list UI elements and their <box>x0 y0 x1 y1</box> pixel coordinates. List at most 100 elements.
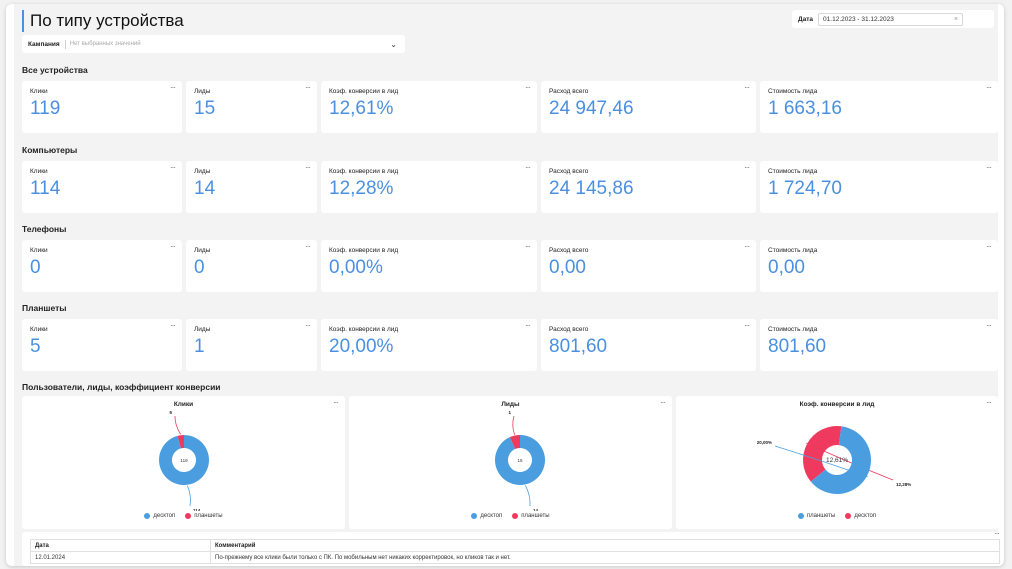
conversion-pie-card: Коэф. конверсии в лид ··· 12,28% 20,00% 12,6… <box>676 396 998 529</box>
pie-slice-планшеты[interactable] <box>509 435 520 450</box>
column-header-comment: Комментарий <box>210 539 1000 552</box>
clear-icon[interactable]: × <box>953 15 959 23</box>
kpi-label: Лиды <box>194 88 211 95</box>
kpi-card: Клики 0 ··· <box>22 240 182 292</box>
date-range-input[interactable]: 01.12.2023 - 31.12.2023 × <box>818 12 964 26</box>
legend-item[interactable]: планшеты <box>185 513 223 519</box>
legend-item[interactable]: десктоп <box>471 513 502 519</box>
kpi-value: 801,60 <box>768 336 827 357</box>
kpi-value: 0 <box>30 257 41 278</box>
kpi-label: Стоимость лида <box>768 88 818 95</box>
more-icon[interactable]: ··· <box>333 398 339 407</box>
pie-slice-десктоп[interactable] <box>495 435 545 485</box>
leader-line <box>774 445 868 478</box>
kpi-card: Клики 5 ··· <box>22 319 182 371</box>
legend-item[interactable]: десктоп <box>144 513 175 519</box>
slice-label: 114 <box>193 508 201 511</box>
chart-legend: десктоп планшеты <box>22 513 345 519</box>
more-icon[interactable]: ··· <box>986 321 992 330</box>
pie-slice-десктоп[interactable] <box>810 426 871 494</box>
chart-legend: десктоп планшеты <box>349 513 672 519</box>
more-icon[interactable]: ··· <box>525 321 531 330</box>
more-icon[interactable]: ··· <box>994 529 1000 538</box>
legend-label: планшеты <box>521 513 550 519</box>
comments-table-card: ··· Дата Комментарий 12.01.2024 По-прежн… <box>22 529 1004 566</box>
charts-section-title: Пользователи, лиды, коэффициент конверси… <box>22 382 221 392</box>
kpi-value: 0,00% <box>329 257 383 278</box>
leader-line <box>512 415 515 435</box>
legend-dot-icon <box>797 513 804 519</box>
kpi-value: 20,00% <box>329 336 394 357</box>
pie-slice-десктоп[interactable] <box>159 435 209 485</box>
more-icon[interactable]: ··· <box>744 242 750 251</box>
more-icon[interactable]: ··· <box>986 398 992 407</box>
section-title: Телефоны <box>22 224 67 234</box>
legend-dot-icon <box>185 513 192 519</box>
kpi-card: Стоимость лида 1 663,16 ··· <box>760 81 998 133</box>
kpi-card: Коэф. конверсии в лид 12,61% ··· <box>321 81 537 133</box>
date-filter-label: Дата <box>798 15 814 23</box>
more-icon[interactable]: ··· <box>170 163 176 172</box>
more-icon[interactable]: ··· <box>170 242 176 251</box>
more-icon[interactable]: ··· <box>986 83 992 92</box>
more-icon[interactable]: ··· <box>660 398 666 407</box>
column-header-date: Дата <box>30 539 211 552</box>
more-icon[interactable]: ··· <box>986 163 992 172</box>
pie-slice-планшеты[interactable] <box>803 426 842 482</box>
chevron-down-icon[interactable]: ⌄ <box>390 39 397 49</box>
section-title: Планшеты <box>22 303 67 313</box>
legend-item[interactable]: десктоп <box>845 513 876 519</box>
section-title: Компьютеры <box>22 145 78 155</box>
more-icon[interactable]: ··· <box>744 163 750 172</box>
more-icon[interactable]: ··· <box>525 83 531 92</box>
table-row: 12.01.2024 По-прежнему все клики были то… <box>30 551 1000 564</box>
kpi-value: 0,00 <box>549 257 586 278</box>
campaign-select[interactable]: Нет выбранных значений <box>69 41 141 47</box>
kpi-label: Лиды <box>194 168 211 175</box>
leader-line <box>525 485 531 507</box>
donut-center-label: 12,61% <box>826 457 848 464</box>
chart-title: Лиды <box>501 401 520 408</box>
donut-center-label: 119 <box>180 458 188 463</box>
more-icon[interactable]: ··· <box>170 83 176 92</box>
kpi-card: Стоимость лида 801,60 ··· <box>760 319 998 371</box>
campaign-filter[interactable]: Кампания Нет выбранных значений ⌄ <box>22 35 405 53</box>
kpi-value: 14 <box>194 178 216 199</box>
more-icon[interactable]: ··· <box>305 321 311 330</box>
kpi-card: Лиды 14 ··· <box>186 161 317 213</box>
legend-dot-icon <box>144 513 151 519</box>
legend-item[interactable]: планшеты <box>512 513 550 519</box>
date-filter[interactable]: Дата 01.12.2023 - 31.12.2023 × <box>792 10 994 28</box>
kpi-value: 0 <box>194 257 205 278</box>
kpi-value: 24 947,46 <box>549 98 634 119</box>
more-icon[interactable]: ··· <box>744 83 750 92</box>
kpi-label: Клики <box>30 247 48 254</box>
kpi-value: 12,28% <box>329 178 394 199</box>
pie-slice-планшеты[interactable] <box>177 435 184 449</box>
kpi-card: Расход всего 24 145,86 ··· <box>541 161 756 213</box>
more-icon[interactable]: ··· <box>986 242 992 251</box>
chart-title: Клики <box>173 401 194 408</box>
more-icon[interactable]: ··· <box>525 163 531 172</box>
chart-title: Коэф. конверсии в лид <box>799 401 875 408</box>
kpi-value: 0,00 <box>768 257 805 278</box>
kpi-label: Лиды <box>194 247 211 254</box>
donut-chart: 5 114 119 <box>159 410 209 511</box>
kpi-card: Лиды 1 ··· <box>186 319 317 371</box>
more-icon[interactable]: ··· <box>170 321 176 330</box>
kpi-value: 114 <box>30 178 61 199</box>
more-icon[interactable]: ··· <box>525 242 531 251</box>
kpi-card: Коэф. конверсии в лид 0,00% ··· <box>321 240 537 292</box>
more-icon[interactable]: ··· <box>744 321 750 330</box>
kpi-label: Расход всего <box>549 326 589 333</box>
more-icon[interactable]: ··· <box>305 163 311 172</box>
cell-date: 12.01.2024 <box>30 551 211 564</box>
legend-item[interactable]: планшеты <box>797 513 836 519</box>
legend-dot-icon <box>471 513 478 519</box>
more-icon[interactable]: ··· <box>305 242 311 251</box>
legend-label: планшеты <box>806 513 836 519</box>
kpi-value: 24 145,86 <box>549 178 634 199</box>
kpi-label: Расход всего <box>549 88 589 95</box>
kpi-card: Клики 119 ··· <box>22 81 182 133</box>
more-icon[interactable]: ··· <box>305 83 311 92</box>
